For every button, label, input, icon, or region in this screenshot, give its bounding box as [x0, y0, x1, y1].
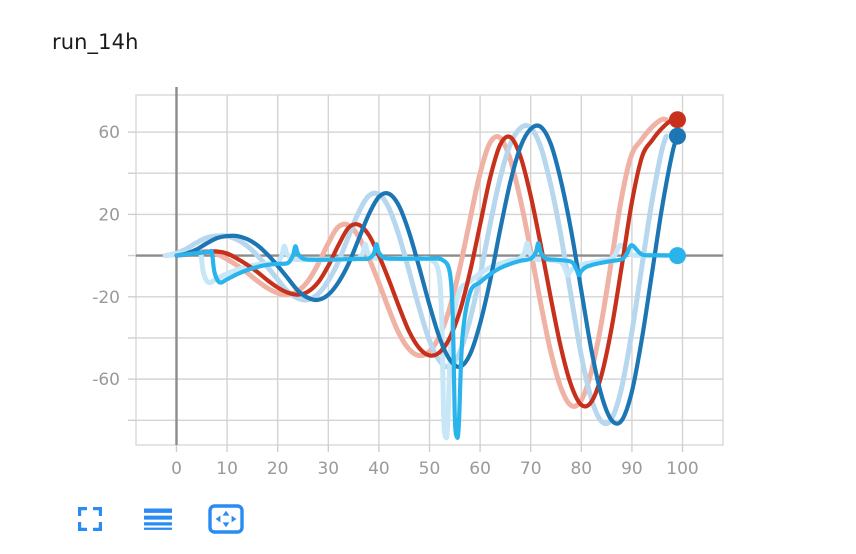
y-tick-label: -60: [92, 370, 120, 390]
fullscreen-icon: [77, 506, 103, 532]
x-tick-label: 80: [570, 459, 592, 479]
tick-labels: 0 10 20 30 40 50 60 70 80 90 100 60 20 -20 -60: [92, 123, 699, 479]
list-icon: [143, 506, 173, 532]
x-tick-label: 50: [419, 459, 441, 479]
y-tick-label: -20: [92, 288, 120, 308]
x-tick-label: 10: [216, 459, 238, 479]
plot-area[interactable]: 0 10 20 30 40 50 60 70 80 90 100 60 20 -20 -60: [0, 0, 856, 490]
series-endpoint-marker: [668, 127, 686, 145]
page-title: run_14h: [52, 30, 139, 54]
series-endpoint-marker: [668, 111, 686, 129]
pan-icon: [208, 504, 244, 534]
x-tick-label: 70: [520, 459, 542, 479]
y-tick-label: 60: [98, 123, 120, 143]
series-layer: [174, 117, 680, 440]
series-line: [174, 241, 680, 440]
x-tick-label: 0: [171, 459, 182, 479]
x-tick-label: 100: [666, 459, 698, 479]
x-tick-label: 30: [317, 459, 339, 479]
x-tick-label: 40: [368, 459, 390, 479]
y-tick-label: 20: [98, 205, 120, 225]
series-line: [174, 123, 680, 426]
chart-svg[interactable]: 0 10 20 30 40 50 60 70 80 90 100 60 20 -20 -60: [0, 0, 856, 490]
series-line-ghost: [162, 123, 669, 427]
x-tick-label: 20: [267, 459, 289, 479]
x-tick-label: 90: [621, 459, 643, 479]
series-endpoint-marker: [668, 247, 686, 265]
fullscreen-button[interactable]: [70, 499, 110, 539]
endpoint-markers: [668, 111, 686, 265]
lines-button[interactable]: [138, 499, 178, 539]
x-tick-label: 60: [469, 459, 491, 479]
pan-button[interactable]: [206, 499, 246, 539]
chart-toolbar[interactable]: [70, 496, 246, 542]
